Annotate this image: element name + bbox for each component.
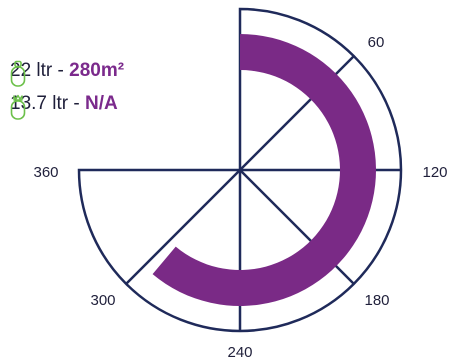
coverage-arc xyxy=(152,34,377,307)
tick-label-120: 120 xyxy=(422,164,447,181)
legend-label: 22 ltr - xyxy=(10,60,70,81)
tick-label-360: 360 xyxy=(33,164,58,181)
legend-label: 13.7 ltr - xyxy=(10,93,85,114)
tick-label-300: 300 xyxy=(90,292,115,309)
legend-row-22-ltr: 22 ltr - 280m² xyxy=(10,60,139,87)
tick-label-240: 240 xyxy=(227,344,252,361)
legend-value: N/A xyxy=(84,93,118,114)
legend-value: 280m² xyxy=(69,60,125,81)
tick-label-60: 60 xyxy=(368,34,385,51)
tick-label-180: 180 xyxy=(364,292,389,309)
legend-row-13-7-ltr: 13.7 ltr - N/A xyxy=(10,93,133,120)
dial-spoke xyxy=(125,169,241,285)
